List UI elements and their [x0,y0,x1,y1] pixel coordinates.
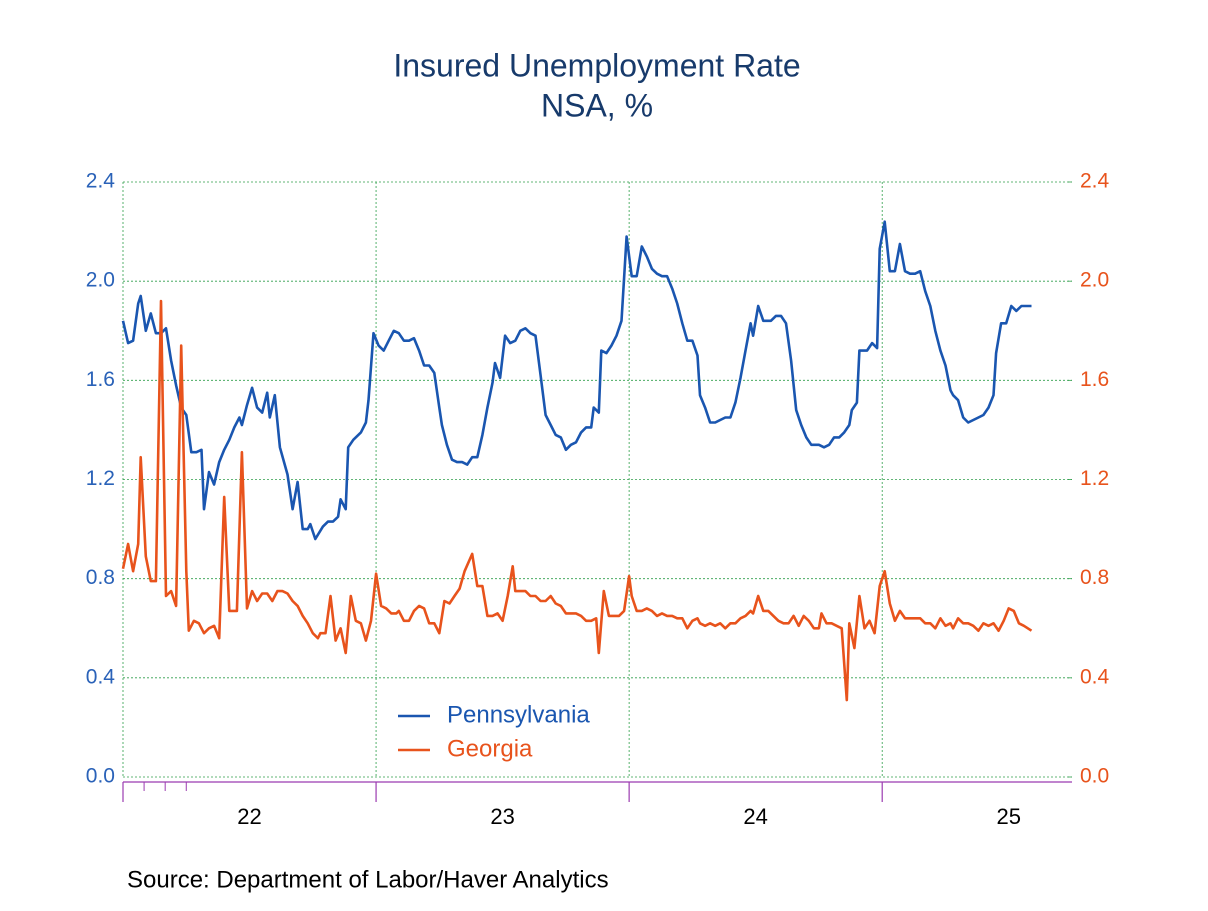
y-tick-label: 2.4 [86,170,116,193]
legend-label: Pennsylvania [447,701,590,728]
y-tick-label: 1.6 [86,368,115,391]
y2-tick-label: 1.2 [1080,467,1109,490]
y-tick-label: 0.8 [86,566,115,589]
y2-tick-label: 0.4 [1080,665,1110,688]
source-note: Source: Department of Labor/Haver Analyt… [127,866,609,893]
legend-label: Georgia [447,735,533,762]
series-line [121,220,1032,541]
y-tick-label: 2.0 [86,269,115,292]
x-tick-label: 24 [743,804,767,829]
x-tick-label: 25 [996,804,1020,829]
y-tick-label: 0.4 [86,665,116,688]
y-tick-label: 1.2 [86,467,115,490]
y-tick-label: 0.0 [86,765,115,788]
y2-tick-label: 2.0 [1080,269,1109,292]
y2-tick-label: 0.0 [1080,765,1109,788]
series-line [121,299,1033,702]
chart-title: Insured Unemployment Rate [393,47,800,83]
chart-subtitle: NSA, % [541,87,653,123]
y2-tick-label: 2.4 [1080,170,1110,193]
y2-tick-label: 0.8 [1080,566,1109,589]
y2-tick-label: 1.6 [1080,368,1109,391]
x-tick-label: 23 [490,804,514,829]
x-tick-label: 22 [237,804,261,829]
